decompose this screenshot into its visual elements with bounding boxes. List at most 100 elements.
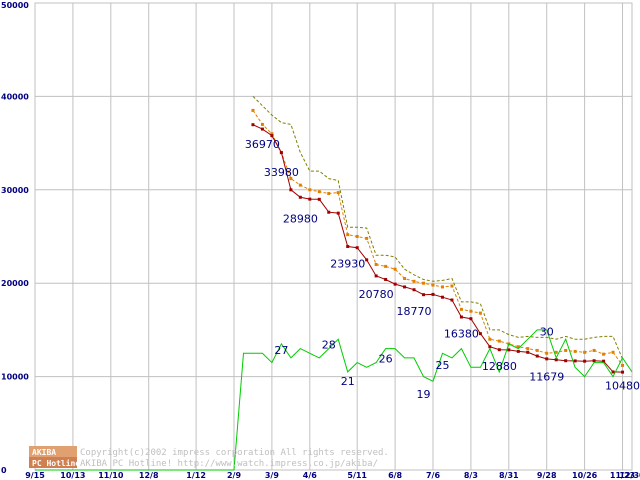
data-point-lowest-price [621,370,625,374]
chart-grid [34,2,633,471]
data-point-average [554,350,558,354]
x-tick-label: 10/26 [572,471,598,480]
series-line-shop-count [35,329,633,471]
data-point-lowest-price [393,282,397,286]
x-tick-label: 10/13 [60,471,85,480]
data-point-lowest-price [592,359,596,363]
data-point-average [573,349,577,353]
data-point-lowest-price [507,348,511,352]
data-point-lowest-price [516,349,520,353]
x-tick-label: 12/30 [619,471,640,480]
series-line-average [252,110,623,366]
x-tick-label: 1/12 [186,471,206,480]
data-point-average [336,191,340,195]
x-tick-label: 11/10 [98,471,124,480]
data-point-lowest-price [564,359,568,363]
series-line-lowest-price [252,124,623,373]
data-label: 26 [379,353,393,366]
data-point-lowest-price [545,357,549,361]
data-point-average [431,283,435,287]
data-point-lowest-price [384,277,388,281]
data-point-average [459,307,463,311]
data-point-average [317,190,321,194]
data-label: 12880 [482,360,517,373]
data-point-lowest-price [583,359,587,363]
x-tick-label: 7/6 [426,471,440,480]
series-line-upper-range [252,96,623,360]
data-point-lowest-price [298,195,302,199]
data-point-average [355,235,359,238]
logo-line2: PC Hotline! [32,458,85,468]
x-tick-label: 4/6 [303,471,317,480]
data-label: 28 [322,339,336,352]
x-tick-label: 5/11 [347,471,367,480]
data-point-lowest-price [260,127,264,131]
data-label: 36970 [245,138,280,151]
chart-series [35,96,633,471]
data-label: 33980 [264,166,299,179]
data-label: 10480 [605,380,640,393]
y-tick-label: 40000 [1,92,29,101]
data-point-lowest-price [478,332,482,336]
data-point-average [260,122,264,126]
x-tick-label: 12/8 [139,471,159,480]
data-point-lowest-price [355,246,359,250]
data-point-average [374,263,378,267]
data-label: 11679 [529,370,564,383]
data-point-lowest-price [611,370,615,374]
data-point-lowest-price [450,298,454,302]
data-point-average [602,352,606,356]
x-axis-ticks: 9/15 10/13 11/10 12/8 1/12 2/9 3/9 4/6 5/11 6/8 7/… [25,471,640,480]
data-point-average [564,348,568,352]
x-tick-label: 8/3 [464,471,478,480]
data-point-lowest-price [308,197,312,201]
data-point-lowest-price [459,315,463,319]
data-label: 19 [417,388,431,401]
akiba-logo: AKIBA PC Hotline! [29,446,85,468]
logo-bottom-block [29,457,77,468]
data-label: 16380 [444,327,479,340]
y-tick-label: 10000 [1,373,29,382]
data-point-average [469,309,473,313]
data-point-average [393,267,397,271]
data-point-average [298,183,302,187]
data-point-average [621,363,625,367]
data-point-lowest-price [336,211,340,215]
data-label: 28980 [283,212,318,225]
data-point-lowest-price [289,188,293,192]
data-point-lowest-price [497,348,501,352]
data-point-average [526,347,530,351]
data-point-average [611,350,615,354]
data-point-lowest-price [346,244,350,248]
logo-line1: AKIBA [32,448,56,457]
data-point-average [422,281,426,285]
data-label: 21 [341,375,355,388]
x-tick-label: 9/28 [537,471,557,480]
data-point-lowest-price [535,354,539,358]
x-tick-label: 3/9 [265,471,279,480]
data-point-average [403,277,407,281]
data-label: 27 [274,344,288,357]
data-point-average [535,348,539,352]
x-tick-label: 8/31 [499,471,519,480]
data-label: 20780 [359,288,394,301]
data-point-lowest-price [270,134,274,138]
data-point-lowest-price [403,285,407,289]
data-point-average [516,345,520,349]
data-point-average [308,188,312,192]
data-label: 23930 [330,257,365,270]
logo-top-block [29,446,77,457]
data-point-average [365,236,369,240]
x-tick-label: 9/15 [25,471,45,480]
data-point-lowest-price [602,359,606,363]
data-point-average [583,350,587,354]
data-point-lowest-price [431,292,435,296]
data-point-lowest-price [317,197,321,201]
data-point-lowest-price [554,358,558,362]
data-point-average [497,339,501,343]
data-point-average [592,348,596,352]
y-tick-label: 20000 [1,279,29,288]
data-point-lowest-price [488,345,492,349]
